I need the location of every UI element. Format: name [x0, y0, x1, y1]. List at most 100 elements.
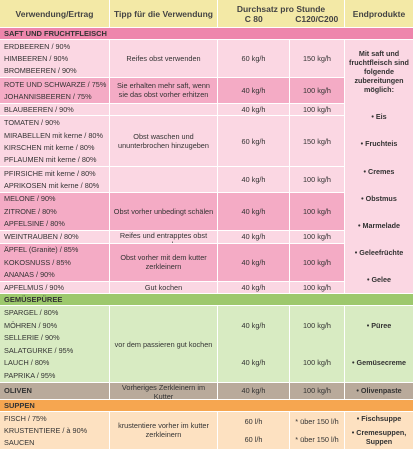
- tip-cell: Reifes und entrapptes obst verwenden: [110, 230, 218, 244]
- item: MELONE / 90%: [4, 194, 56, 204]
- product: • Fischsuppe: [356, 414, 402, 424]
- item: ZITRONE / 80%: [4, 206, 57, 216]
- throughput-cell: 60 l/h 60 l/h: [218, 411, 290, 450]
- item: BROMBEEREN / 90%: [4, 66, 77, 76]
- throughput: 60 l/h: [244, 416, 263, 426]
- item: PFIRSICHE mit kerne / 80%: [4, 168, 96, 178]
- throughput-cell: * über 150 l/h * über 150 l/h: [290, 411, 345, 450]
- throughput-cell: 100 kg/h: [290, 167, 345, 193]
- product: • Marmelade: [357, 220, 401, 230]
- throughput: 40 kg/h: [241, 320, 266, 330]
- items-cell: PFIRSICHE mit kerne / 80% APRIKOSEN mit k…: [0, 167, 110, 193]
- item: SELLERIE / 90%: [4, 333, 60, 343]
- product: • Cremesuppen, Suppen: [351, 428, 407, 447]
- items-cell: APFELMUS / 90%: [0, 281, 110, 295]
- throughput: 40 kg/h: [241, 232, 266, 242]
- header-cell: Endprodukte: [345, 0, 414, 28]
- throughput-cell: 100 kg/h 100 kg/h: [290, 306, 345, 383]
- products-cell: • Fischsuppe • Cremesuppen, Suppen: [345, 411, 414, 450]
- tip: Obst waschen und ununterbrochen hinzugeb…: [118, 132, 209, 151]
- header-text: Endprodukte: [352, 8, 406, 19]
- product: • Gelee: [366, 275, 392, 285]
- throughput-cell: 40 kg/h: [218, 167, 290, 193]
- items-cell: SPARGEL / 80% MÖHREN / 90% SELLERIE / 90% S…: [0, 306, 110, 383]
- item: APFELMUS / 90%: [4, 283, 65, 293]
- product: • Olivenpaste: [356, 386, 402, 396]
- product: • Eis: [371, 112, 387, 122]
- items-cell: TOMATEN / 90% MIRABELLEN mit kerne / 80% K…: [0, 116, 110, 168]
- item: KOKOSNUSS / 85%: [4, 257, 71, 267]
- throughput-cell: 100 kg/h: [290, 78, 345, 104]
- throughput: 40 kg/h: [241, 85, 266, 95]
- header-sub: C 80 C120/C200: [218, 14, 344, 24]
- throughput: 100 kg/h: [303, 174, 331, 184]
- items-cell: MELONE / 90% ZITRONE / 80% APFELSINE / 80%: [0, 192, 110, 231]
- item: KIRSCHEN mit kerne / 80%: [4, 143, 95, 153]
- item: PFLAUMEN mit kerne / 80%: [4, 155, 97, 165]
- item: SPARGEL / 80%: [4, 308, 59, 318]
- throughput-cell: 60 kg/h: [218, 40, 290, 79]
- items-cell: ÄPFEL (Granite) / 85% KOKOSNUSS / 85% ANAN…: [0, 243, 110, 282]
- throughput-cell: 60 kg/h: [218, 116, 290, 168]
- section-title: OLIVEN: [0, 382, 110, 400]
- throughput: 100 kg/h: [303, 283, 331, 293]
- product: Mit saft und fruchtfleisch sind folgende…: [349, 49, 409, 95]
- tip-cell: Sie erhalten mehr saft, wenn sie das obs…: [110, 78, 218, 104]
- throughput-cell: 40 kg/h: [218, 382, 290, 400]
- item: APRIKOSEN mit kerne / 80%: [4, 181, 100, 191]
- products-cell: • Püree • Gemüsecreme: [345, 306, 414, 383]
- throughput: 100 kg/h: [303, 85, 331, 95]
- items-cell: ERDBEEREN / 90% HIMBEEREN / 90% BROMBEEREN…: [0, 40, 110, 79]
- item: ROTE UND SCHWARZE / 75%: [4, 79, 107, 89]
- header-cell: Verwendung/Ertrag: [0, 0, 110, 28]
- throughput: 150 kg/h: [303, 54, 331, 64]
- throughput-cell: 150 kg/h: [290, 40, 345, 79]
- header-text: Durchsatz pro Stunde: [236, 3, 326, 14]
- throughput: 100 kg/h: [303, 358, 331, 368]
- throughput-cell: 100 kg/h: [290, 281, 345, 295]
- product: • Obstmus: [361, 193, 397, 203]
- throughput: 100 kg/h: [303, 232, 331, 242]
- throughput: 100 kg/h: [303, 320, 331, 330]
- header-cell: Tipp für die Verwendung: [110, 0, 218, 28]
- throughput-cell: 150 kg/h: [290, 116, 345, 168]
- throughput-cell: 100 kg/h: [290, 230, 345, 244]
- item: WEINTRAUBEN / 80%: [4, 232, 79, 242]
- throughput: 40 kg/h: [241, 104, 266, 114]
- item: ERDBEEREN / 90%: [4, 41, 71, 51]
- throughput: 150 kg/h: [303, 136, 331, 146]
- tip: Gut kochen: [144, 283, 183, 293]
- throughput-cell: 40 kg/h: [218, 281, 290, 295]
- throughput-cell: 100 kg/h: [290, 243, 345, 282]
- tip-cell: Vorheriges Zerkleinern im Kutter: [110, 382, 218, 400]
- header-cell: Durchsatz pro Stunde C 80 C120/C200: [218, 0, 345, 28]
- item: HIMBEEREN / 90%: [4, 54, 69, 64]
- item: ANANAS / 90%: [4, 270, 55, 280]
- product: • Cremes: [363, 166, 395, 176]
- tip: Obst vorher mit dem kutter zerkleinern: [120, 253, 207, 272]
- tip-cell: Gut kochen: [110, 281, 218, 295]
- tip: Reifes obst verwenden: [126, 54, 201, 64]
- throughput: 60 l/h: [244, 435, 263, 445]
- tip: Reifes und entrapptes obst verwenden: [119, 230, 208, 243]
- throughput-cell: 100 kg/h: [290, 103, 345, 117]
- throughput: 40 kg/h: [241, 257, 266, 267]
- item: TOMATEN / 90%: [4, 118, 60, 128]
- product: • Püree: [366, 320, 392, 330]
- section-header: SUPPEN: [0, 399, 414, 412]
- header-text: Verwendung/Ertrag: [15, 8, 94, 19]
- tip-cell: Reifes obst verwenden: [110, 40, 218, 79]
- product: • Fruchteis: [360, 139, 398, 149]
- item: KRUSTENTIERE / à 90%: [4, 425, 88, 435]
- section-header: SAFT UND FRUCHTFLEISCH: [0, 28, 414, 40]
- items-cell: WEINTRAUBEN / 80%: [0, 230, 110, 244]
- item: PAPRIKA / 95%: [4, 370, 56, 380]
- product: • Gemüsecreme: [351, 358, 407, 368]
- item: SALATGURKE / 95%: [4, 345, 74, 355]
- products-cell: • Olivenpaste: [345, 382, 414, 400]
- items-cell: BLAUBEEREN / 90%: [0, 103, 110, 117]
- item: MÖHREN / 90%: [4, 320, 58, 330]
- throughput: 40 kg/h: [241, 386, 266, 396]
- header-text: C120/C200: [295, 13, 339, 24]
